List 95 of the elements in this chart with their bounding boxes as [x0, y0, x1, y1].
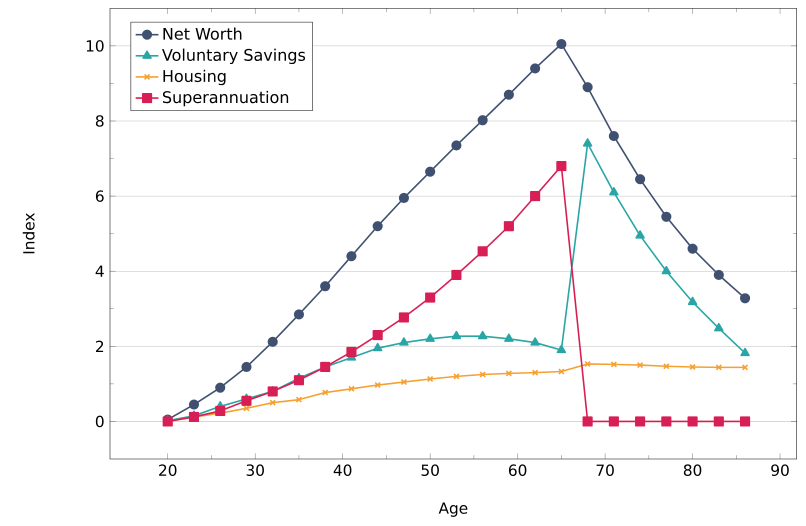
y-tick-label: 2	[96, 340, 104, 352]
point	[688, 296, 698, 306]
point	[478, 115, 488, 126]
point	[714, 416, 724, 427]
point	[609, 187, 619, 196]
point	[716, 364, 722, 371]
point	[530, 337, 540, 346]
point	[348, 386, 355, 392]
point	[320, 281, 330, 292]
point	[714, 322, 724, 332]
point	[635, 174, 646, 184]
point	[714, 270, 724, 280]
legend-label: Superannuation	[162, 90, 288, 106]
point	[504, 221, 514, 232]
point	[374, 382, 381, 388]
point	[532, 369, 538, 376]
point	[610, 361, 618, 368]
y-tick-label: 10	[86, 40, 104, 52]
point	[608, 416, 619, 427]
point	[215, 406, 226, 416]
point	[426, 376, 434, 382]
point	[398, 192, 409, 204]
point	[582, 82, 593, 92]
point	[453, 373, 460, 380]
point	[346, 346, 356, 358]
point	[398, 312, 409, 322]
point	[268, 336, 278, 347]
point	[294, 309, 304, 320]
point	[188, 399, 200, 410]
point	[241, 362, 252, 372]
y-tick-label: 8	[96, 115, 104, 127]
point	[478, 246, 488, 256]
point	[372, 221, 383, 232]
point	[530, 63, 540, 74]
point	[740, 348, 750, 356]
point	[506, 370, 512, 377]
point	[296, 396, 302, 403]
y-tick-label: 4	[96, 266, 104, 277]
point	[346, 251, 356, 262]
x-tick-label: 30	[246, 464, 264, 476]
point	[661, 416, 672, 427]
point	[243, 405, 250, 412]
point	[688, 244, 698, 254]
point	[662, 266, 672, 274]
y-tick-label: 0	[96, 416, 104, 428]
point	[372, 330, 383, 340]
point	[556, 38, 566, 50]
point	[688, 416, 698, 427]
x-tick-label: 20	[159, 464, 176, 476]
point	[425, 292, 436, 303]
point	[582, 416, 593, 427]
point	[425, 166, 436, 177]
point	[740, 293, 750, 304]
point	[399, 337, 409, 346]
point	[479, 371, 486, 378]
legend-label: Net Worth	[163, 27, 242, 40]
x-tick-label: 70	[596, 464, 614, 476]
point	[584, 360, 591, 368]
point	[689, 364, 696, 370]
point	[556, 161, 566, 172]
point	[558, 368, 565, 375]
x-tick-label: 80	[684, 464, 702, 476]
y-tick-label: 6	[96, 190, 104, 202]
x-tick-label: 90	[771, 464, 789, 476]
point	[425, 333, 435, 342]
point	[451, 140, 462, 150]
point	[504, 90, 514, 100]
point	[663, 362, 670, 370]
point	[322, 389, 328, 396]
point	[504, 333, 514, 342]
point	[452, 330, 462, 340]
x-tick-label: 50	[422, 464, 439, 476]
point	[636, 362, 644, 368]
point	[582, 138, 592, 147]
point	[400, 378, 408, 386]
point	[215, 382, 226, 393]
point	[269, 399, 276, 406]
point	[661, 212, 672, 222]
point	[294, 375, 304, 386]
point	[635, 230, 645, 239]
x-tick-label: 60	[508, 464, 526, 476]
legend-label: Housing	[163, 70, 226, 86]
point	[556, 344, 566, 354]
point	[530, 191, 540, 202]
point	[241, 396, 252, 406]
point	[478, 330, 488, 340]
x-axis-title: Age	[438, 502, 468, 517]
y-axis-title: Index	[22, 213, 35, 254]
point	[372, 342, 382, 352]
point	[451, 270, 462, 280]
point	[740, 416, 750, 427]
point	[608, 130, 619, 142]
x-tick-label: 40	[334, 464, 352, 476]
legend-label: Voluntary Savings	[162, 48, 306, 64]
point	[635, 416, 646, 427]
